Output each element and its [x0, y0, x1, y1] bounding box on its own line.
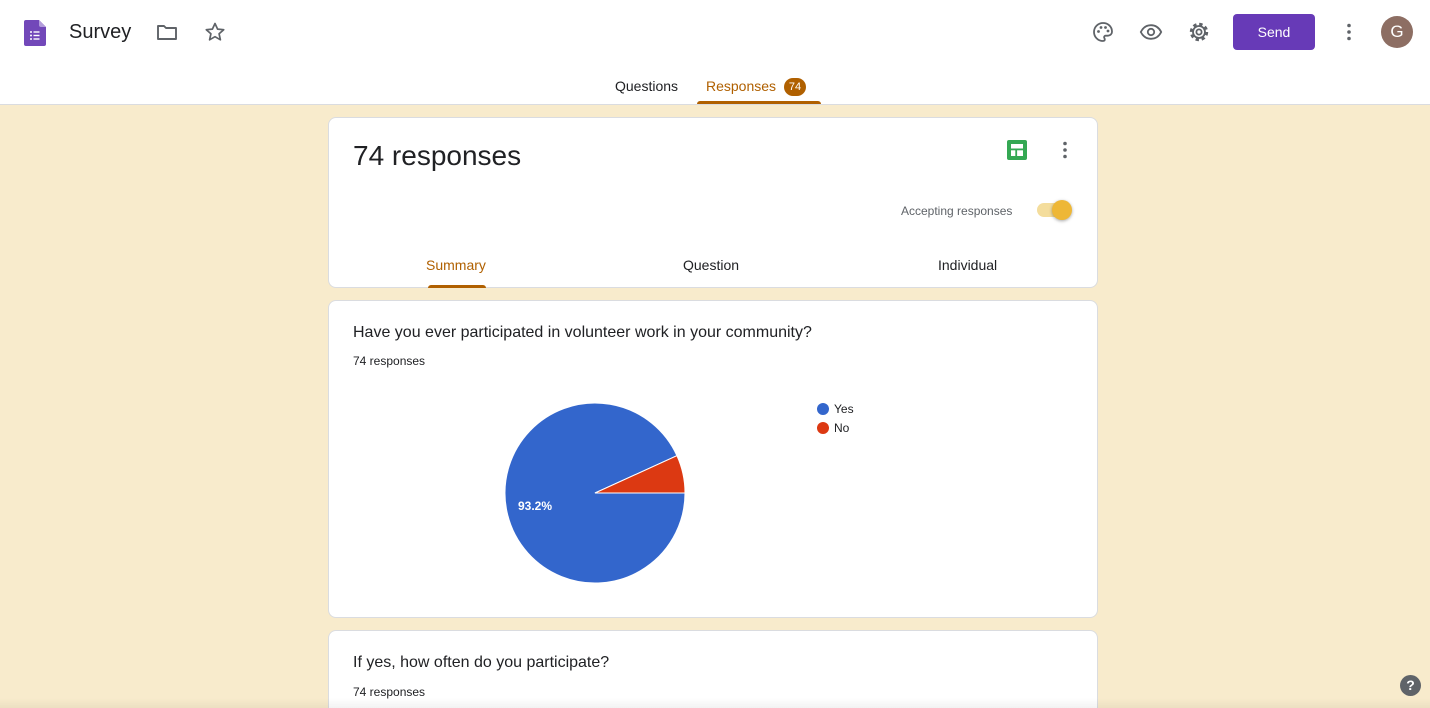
legend-swatch-no	[817, 422, 829, 434]
toggle-thumb	[1052, 200, 1072, 220]
responses-more-icon[interactable]	[1053, 138, 1077, 162]
app-header: Survey Send G Questions Responses 74	[0, 0, 1430, 105]
legend-label-no: No	[834, 421, 850, 435]
star-icon[interactable]	[203, 20, 227, 44]
more-vert-icon[interactable]	[1337, 20, 1361, 44]
tab-responses-label: Responses	[706, 78, 777, 94]
avatar[interactable]: G	[1381, 16, 1413, 48]
legend-swatch-yes	[817, 403, 829, 415]
responses-title: 74 responses	[353, 140, 522, 171]
tab-individual[interactable]: Individual	[938, 257, 998, 273]
eye-icon[interactable]	[1139, 20, 1163, 44]
question-title: Have you ever participated in volunteer …	[353, 324, 812, 341]
tab-questions[interactable]: Questions	[615, 76, 678, 96]
legend-label-yes: Yes	[834, 402, 854, 416]
question-response-count: 74 responses	[353, 354, 426, 368]
tab-summary[interactable]: Summary	[426, 257, 486, 273]
pie-slice-no	[594, 455, 686, 494]
question-response-count: 74 responses	[353, 685, 426, 699]
responses-count-badge: 74	[784, 78, 807, 96]
tab-question[interactable]: Question	[683, 257, 740, 273]
tab-questions-label: Questions	[615, 78, 679, 94]
bottom-shadow	[0, 698, 1430, 708]
accepting-responses-toggle[interactable]	[1035, 198, 1075, 222]
question-card: Have you ever participated in volunteer …	[328, 300, 1098, 618]
tab-responses[interactable]: Responses 74	[706, 76, 807, 96]
forms-logo-icon[interactable]	[24, 20, 46, 46]
summary-tab-indicator	[428, 285, 486, 288]
palette-icon[interactable]	[1091, 20, 1115, 44]
pie-chart: 93.2%	[504, 402, 686, 584]
pie-slice-yes	[504, 402, 686, 584]
legend-item-yes: Yes	[817, 402, 854, 416]
active-tab-indicator	[697, 101, 821, 104]
legend-item-no: No	[817, 421, 849, 435]
question-card: If yes, how often do you participate? 74…	[328, 630, 1098, 708]
pie-label-yes: 93.2%	[518, 499, 552, 513]
document-title[interactable]: Survey	[69, 21, 132, 43]
send-button[interactable]: Send	[1233, 14, 1315, 50]
help-icon[interactable]: ?	[1400, 675, 1421, 696]
accepting-responses-label: Accepting responses	[901, 204, 1013, 218]
responses-summary-card: 74 responses Accepting responses Summary…	[328, 117, 1098, 288]
gear-icon[interactable]	[1187, 20, 1211, 44]
sheets-icon[interactable]	[1007, 140, 1027, 160]
question-title: If yes, how often do you participate?	[353, 654, 610, 671]
folder-icon[interactable]	[155, 20, 179, 44]
